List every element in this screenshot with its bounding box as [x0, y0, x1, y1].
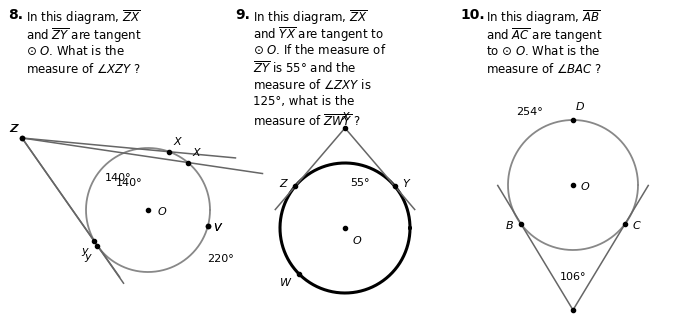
- Text: Z: Z: [10, 124, 18, 134]
- Text: 125°, what is the: 125°, what is the: [253, 95, 354, 108]
- Text: D: D: [576, 102, 585, 112]
- Text: 106°: 106°: [560, 272, 586, 282]
- Text: measure of $\angle XZY$ ?: measure of $\angle XZY$ ?: [26, 62, 141, 76]
- Text: B: B: [505, 221, 513, 231]
- Text: X: X: [341, 112, 349, 122]
- Text: In this diagram, $\overline{ZX}$: In this diagram, $\overline{ZX}$: [26, 8, 140, 27]
- Text: 254°: 254°: [516, 107, 543, 117]
- Text: W: W: [280, 278, 291, 288]
- Text: O: O: [353, 236, 362, 246]
- Text: y: y: [84, 252, 91, 262]
- Text: C: C: [633, 221, 641, 231]
- Text: to $\odot$ $O$. What is the: to $\odot$ $O$. What is the: [486, 44, 600, 58]
- Text: 220°: 220°: [207, 254, 234, 264]
- Text: In this diagram, $\overline{AB}$: In this diagram, $\overline{AB}$: [486, 8, 600, 27]
- Text: 55°: 55°: [350, 178, 370, 188]
- Text: 10.: 10.: [460, 8, 484, 22]
- Text: In this diagram, $\overline{ZX}$: In this diagram, $\overline{ZX}$: [253, 8, 367, 27]
- Text: measure of $\angle ZXY$ is: measure of $\angle ZXY$ is: [253, 78, 372, 92]
- Text: measure of $\angle BAC$ ?: measure of $\angle BAC$ ?: [486, 62, 602, 76]
- Text: Y: Y: [403, 179, 410, 189]
- Text: O: O: [581, 182, 590, 192]
- Text: X: X: [193, 148, 201, 157]
- Text: and $\overline{YX}$ are tangent to: and $\overline{YX}$ are tangent to: [253, 26, 383, 45]
- Text: 8.: 8.: [8, 8, 23, 22]
- Text: V: V: [213, 223, 221, 233]
- Text: Z: Z: [10, 124, 17, 134]
- Text: 140°: 140°: [116, 178, 143, 188]
- Text: Z: Z: [280, 179, 287, 189]
- Text: and $\overline{AC}$ are tangent: and $\overline{AC}$ are tangent: [486, 26, 603, 45]
- Text: O: O: [158, 207, 167, 217]
- Text: 9.: 9.: [235, 8, 250, 22]
- Text: $\odot$ $O$. If the measure of: $\odot$ $O$. If the measure of: [253, 43, 386, 57]
- Text: 140°: 140°: [105, 173, 131, 183]
- Text: $\odot$ $O$. What is the: $\odot$ $O$. What is the: [26, 44, 125, 58]
- Text: X: X: [173, 137, 181, 147]
- Text: and $\overline{ZY}$ are tangent: and $\overline{ZY}$ are tangent: [26, 26, 142, 45]
- Text: y: y: [82, 246, 89, 256]
- Text: V: V: [213, 223, 221, 233]
- Text: measure of $\overline{ZWY}$ ?: measure of $\overline{ZWY}$ ?: [253, 113, 361, 129]
- Text: $\overline{ZY}$ is 55° and the: $\overline{ZY}$ is 55° and the: [253, 60, 356, 76]
